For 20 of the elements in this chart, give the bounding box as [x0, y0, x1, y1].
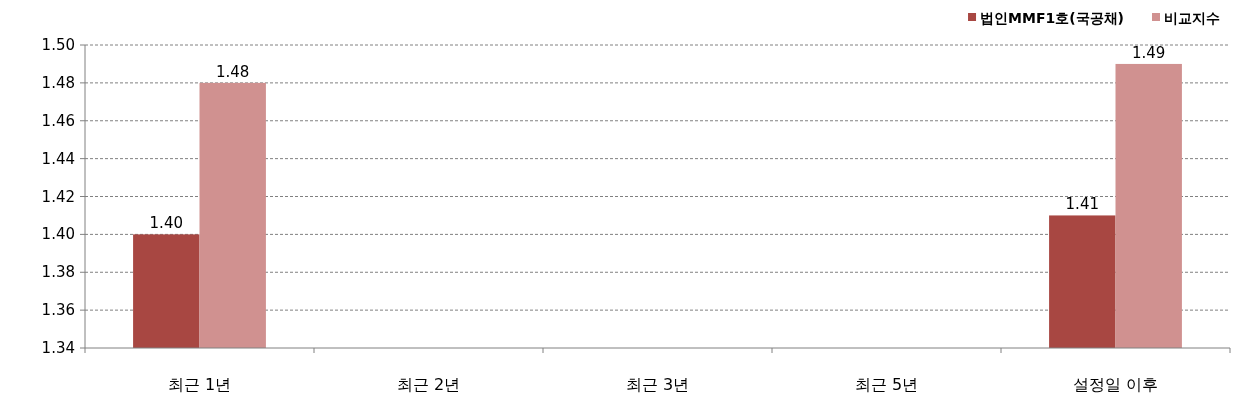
ytick: 1.42 — [41, 187, 75, 206]
xtick: 최근 5년 — [854, 375, 919, 394]
xtick: 최근 3년 — [625, 375, 690, 394]
ytick: 1.38 — [41, 263, 75, 282]
xtick: 최근 2년 — [396, 375, 461, 394]
data-label: 1.40 — [149, 214, 183, 233]
ytick: 1.36 — [41, 301, 75, 320]
ytick: 1.44 — [41, 149, 75, 168]
legend-label: 비교지수 — [1164, 10, 1220, 26]
ytick: 1.34 — [41, 339, 75, 357]
ytick: 1.40 — [41, 225, 75, 244]
xtick: 최근 1년 — [167, 375, 232, 394]
legend-label: 법인MMF1호(국공채) — [980, 10, 1124, 26]
ytick: 1.46 — [41, 111, 75, 130]
ytick: 1.50 — [41, 36, 75, 54]
ytick: 1.48 — [41, 73, 75, 92]
data-label: 1.49 — [1132, 43, 1166, 62]
data-label: 1.41 — [1065, 195, 1099, 214]
xtick: 설정일 이후 — [1072, 375, 1159, 394]
data-label: 1.48 — [216, 62, 250, 81]
